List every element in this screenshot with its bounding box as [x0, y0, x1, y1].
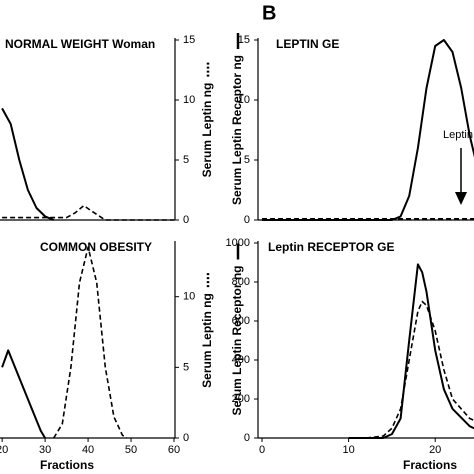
y-tick-label: 600 [232, 315, 250, 327]
x-tick-label: 30 [39, 444, 51, 456]
chart-title: COMMON OBESITY [40, 240, 152, 254]
x-tick-label: 20 [429, 444, 441, 456]
y-tick-label: 10 [183, 94, 195, 106]
x-axis-label: Fractions [40, 458, 94, 472]
y-tick-label: 5 [183, 361, 189, 373]
x-tick-label: 0 [259, 444, 265, 456]
y-tick-label: 10 [238, 94, 250, 106]
series-line [262, 39, 474, 221]
x-tick-label: 40 [82, 444, 94, 456]
chart-title: LEPTIN GE [276, 37, 339, 51]
y-tick-label: 10 [183, 291, 195, 303]
series-line [348, 263, 474, 439]
y-tick-label: 5 [183, 154, 189, 166]
annotation: Leptin [443, 129, 473, 141]
x-axis-label: Fractions [403, 458, 457, 472]
y-tick-label: 5 [244, 154, 250, 166]
series-line [1, 107, 55, 221]
y-axis-label: Serum Leptin Receptor ng [230, 265, 244, 415]
y-tick-label: 15 [183, 34, 195, 46]
series-line [2, 204, 174, 221]
x-tick-label: 10 [342, 444, 354, 456]
series-line [53, 246, 128, 439]
x-tick-label: 50 [125, 444, 137, 456]
y-axis-label: Serum Leptin Receptor ng [230, 55, 244, 205]
y-tick-label: 400 [232, 354, 250, 366]
y-tick-label: 0 [244, 432, 250, 444]
panel-label: B [262, 2, 276, 24]
chart-title: Leptin RECEPTOR GE [268, 240, 394, 254]
series-line [365, 300, 474, 439]
x-tick-label: 20 [0, 444, 8, 456]
series-line [1, 349, 46, 439]
y-tick-label: 0 [244, 214, 250, 226]
arrow-head [455, 192, 467, 205]
chart-title: NORMAL WEIGHT Woman [5, 37, 155, 51]
y-tick-label: 0 [183, 214, 189, 226]
y-axis-label: Serum Leptin ng [200, 293, 214, 388]
y-tick-label: 15 [238, 34, 250, 46]
y-tick-label: 0 [183, 432, 189, 444]
y-tick-label: 200 [232, 393, 250, 405]
y-tick-label: 1000 [226, 237, 250, 249]
x-tick-label: 60 [168, 444, 180, 456]
y-tick-label: 800 [232, 276, 250, 288]
y-axis-label: Serum Leptin ng [200, 83, 214, 178]
